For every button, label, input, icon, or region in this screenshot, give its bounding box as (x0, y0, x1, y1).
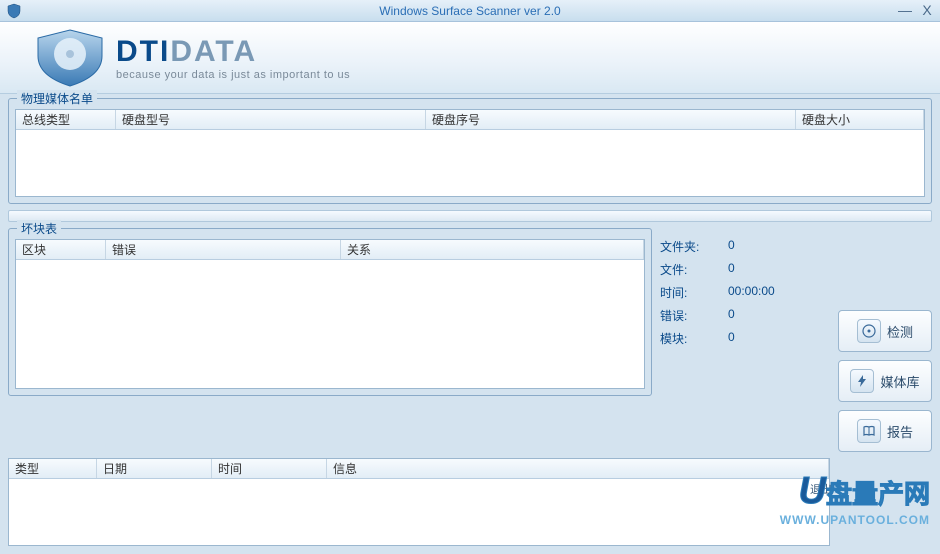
scan-button[interactable]: 检测 (838, 310, 932, 352)
lightning-icon (850, 369, 874, 393)
report-label: 报告 (887, 422, 913, 441)
drive-list-header: 总线类型 硬盘型号 硬盘序号 硬盘大小 (16, 110, 924, 130)
col-bus-type[interactable]: 总线类型 (16, 110, 116, 129)
minimize-button[interactable]: — (898, 2, 912, 18)
app-shield-icon (4, 3, 24, 19)
progress-bar (8, 210, 932, 222)
drive-list-body[interactable] (16, 130, 924, 196)
disk-icon (857, 319, 881, 343)
window-title: Windows Surface Scanner ver 2.0 (379, 4, 560, 18)
col-error[interactable]: 错误 (106, 240, 341, 259)
titlebar: Windows Surface Scanner ver 2.0 — X (0, 0, 940, 22)
col-size[interactable]: 硬盘大小 (796, 110, 924, 129)
stat-time-val: 00:00:00 (728, 284, 775, 301)
stat-folders-label: 文件夹: (660, 238, 720, 255)
book-icon (857, 419, 881, 443)
log-body[interactable] (9, 479, 829, 545)
drive-list-fieldset: 物理媒体名单 总线类型 硬盘型号 硬盘序号 硬盘大小 (8, 98, 932, 204)
col-drive-model[interactable]: 硬盘型号 (116, 110, 426, 129)
col-relation[interactable]: 关系 (341, 240, 644, 259)
col-log-info[interactable]: 信息 (327, 459, 829, 478)
drive-list-table: 总线类型 硬盘型号 硬盘序号 硬盘大小 (15, 109, 925, 197)
scan-label: 检测 (887, 322, 913, 341)
stat-folders-val: 0 (728, 238, 735, 255)
action-buttons: 检测 媒体库 报告 (838, 310, 932, 452)
stats-panel: 文件夹: 0 文件: 0 时间: 00:00:00 错误: 0 模块: 0 (660, 228, 830, 353)
logo-text: DTIDATA because your data is just as imp… (116, 35, 350, 81)
bad-block-fieldset: 坏块表 区块 错误 关系 (8, 228, 652, 396)
app-body: 物理媒体名单 总线类型 硬盘型号 硬盘序号 硬盘大小 坏块表 区块 错误 关系 (0, 94, 940, 554)
bad-block-body[interactable] (16, 260, 644, 388)
stat-files-val: 0 (728, 261, 735, 278)
exit-hint: 退出 (810, 481, 832, 497)
col-log-date[interactable]: 日期 (97, 459, 212, 478)
bad-block-legend: 坏块表 (17, 220, 61, 237)
logo-brand-a: DTI (116, 35, 170, 68)
media-button[interactable]: 媒体库 (838, 360, 932, 402)
col-log-type[interactable]: 类型 (9, 459, 97, 478)
report-button[interactable]: 报告 (838, 410, 932, 452)
media-label: 媒体库 (880, 372, 919, 391)
col-serial[interactable]: 硬盘序号 (426, 110, 796, 129)
logo-brand-b: DATA (170, 35, 257, 68)
drive-list-legend: 物理媒体名单 (17, 90, 97, 107)
stat-errors-val: 0 (728, 307, 735, 324)
col-log-time[interactable]: 时间 (212, 459, 327, 478)
stat-blocks-label: 模块: (660, 330, 720, 347)
stat-time-label: 时间: (660, 284, 720, 301)
logo-tagline: because your data is just as important t… (116, 69, 350, 81)
stat-blocks-val: 0 (728, 330, 735, 347)
stat-files-label: 文件: (660, 261, 720, 278)
close-button[interactable]: X (920, 2, 934, 18)
window-controls: — X (898, 2, 934, 18)
col-block[interactable]: 区块 (16, 240, 106, 259)
stat-errors-label: 错误: (660, 307, 720, 324)
logo-shield-icon (30, 28, 110, 88)
log-header: 类型 日期 时间 信息 (9, 459, 829, 479)
logo-banner: DTIDATA because your data is just as imp… (0, 22, 940, 94)
bad-block-table: 区块 错误 关系 (15, 239, 645, 389)
bad-block-header: 区块 错误 关系 (16, 240, 644, 260)
